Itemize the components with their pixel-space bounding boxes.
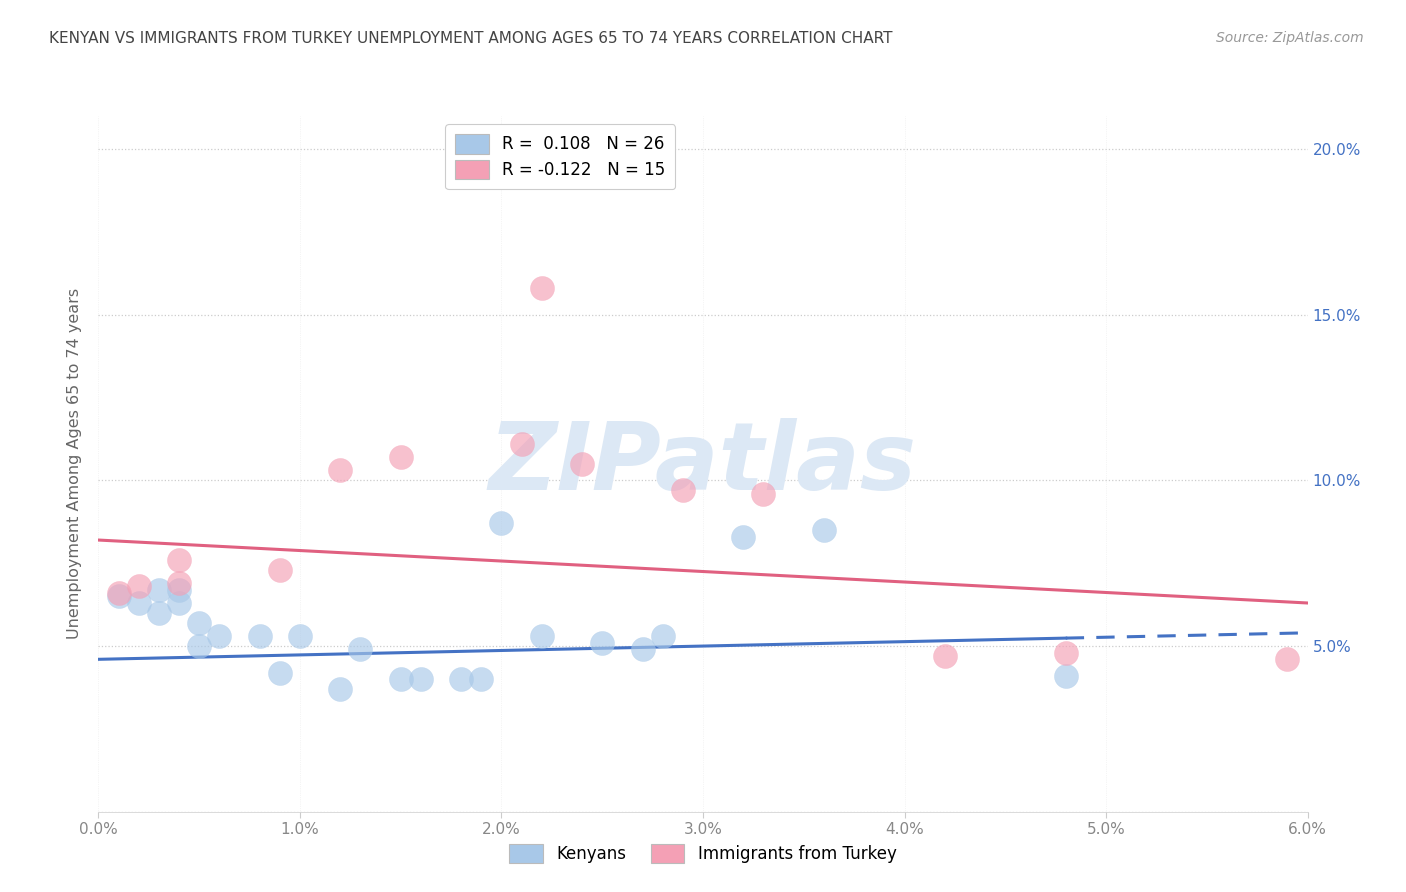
Point (470, 672, 492, 686)
Point (188, 615, 211, 630)
Point (651, 629, 673, 643)
Point (349, 642, 371, 657)
Point (107, 586, 129, 600)
Point (389, 450, 412, 465)
Point (530, 629, 553, 643)
Point (510, 437, 533, 451)
Point (329, 463, 352, 477)
Point (1054, 669, 1077, 683)
Point (269, 665, 291, 680)
Y-axis label: Unemployment Among Ages 65 to 74 years: Unemployment Among Ages 65 to 74 years (67, 288, 83, 640)
Point (128, 596, 150, 610)
Point (1054, 646, 1077, 660)
Point (631, 642, 654, 657)
Point (409, 672, 432, 686)
Point (167, 576, 190, 591)
Point (269, 563, 291, 577)
Point (208, 629, 231, 643)
Point (329, 682, 352, 697)
Point (672, 483, 695, 498)
Point (934, 648, 956, 663)
Point (389, 672, 412, 686)
Point (288, 629, 311, 643)
Point (148, 582, 170, 597)
Point (128, 579, 150, 593)
Point (733, 530, 755, 544)
Point (491, 516, 513, 531)
Text: ZIPatlas: ZIPatlas (489, 417, 917, 510)
Point (249, 629, 271, 643)
Point (167, 553, 190, 567)
Point (148, 606, 170, 620)
Point (107, 590, 129, 604)
Point (530, 281, 553, 295)
Point (188, 639, 211, 653)
Point (450, 672, 472, 686)
Point (167, 596, 190, 610)
Point (591, 636, 613, 650)
Point (1277, 652, 1299, 666)
Text: KENYAN VS IMMIGRANTS FROM TURKEY UNEMPLOYMENT AMONG AGES 65 TO 74 YEARS CORRELAT: KENYAN VS IMMIGRANTS FROM TURKEY UNEMPLO… (49, 31, 893, 46)
Point (752, 486, 775, 500)
Point (813, 523, 835, 537)
Point (571, 457, 593, 471)
Point (167, 582, 190, 597)
Legend: Kenyans, Immigrants from Turkey: Kenyans, Immigrants from Turkey (503, 837, 903, 870)
Text: Source: ZipAtlas.com: Source: ZipAtlas.com (1216, 31, 1364, 45)
